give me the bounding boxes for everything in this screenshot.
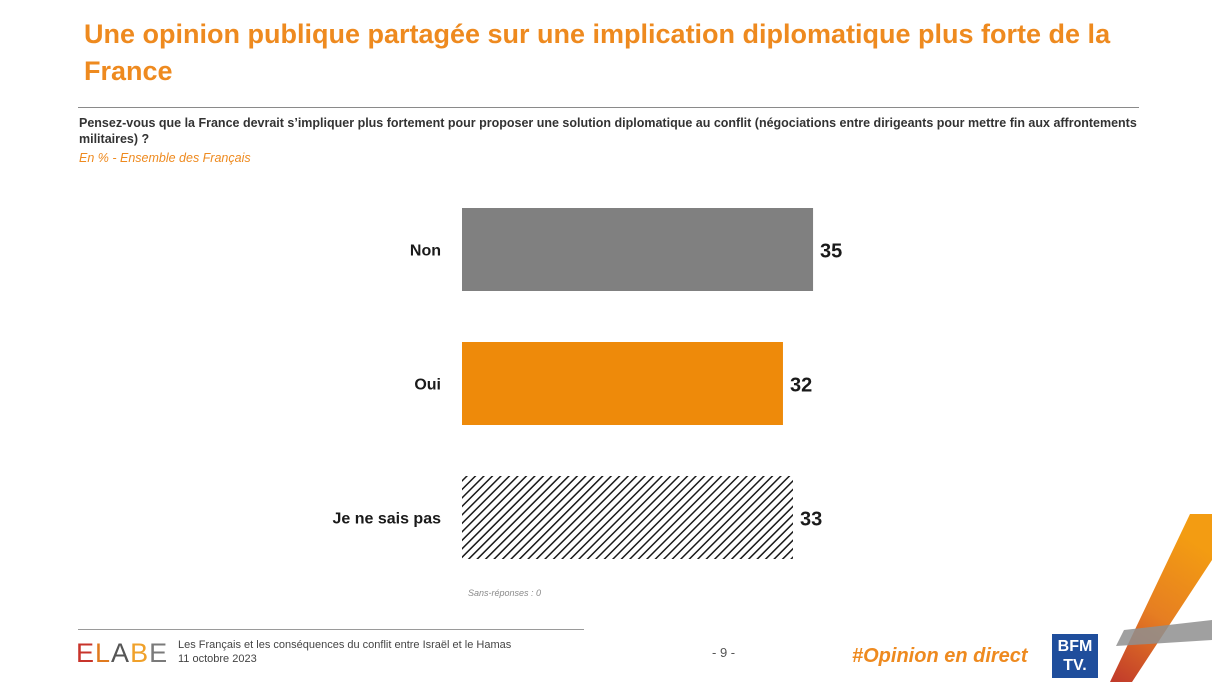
footer-study-date: 11 octobre 2023	[178, 653, 257, 665]
category-label-non: Non	[410, 243, 441, 260]
bfmtv-logo: BFM TV.	[1052, 634, 1098, 678]
hashtag: #Opinion en direct	[852, 645, 1028, 667]
bar-je-ne-sais-pas	[462, 476, 793, 559]
footer-divider	[78, 629, 584, 630]
value-label-non: 35	[820, 241, 842, 263]
no-answer-note: Sans-réponses : 0	[468, 588, 542, 598]
survey-base: En % - Ensemble des Français	[79, 151, 251, 165]
footer-study-info: Les Français et les conséquences du conf…	[178, 638, 511, 666]
decorative-a-shape-icon	[1110, 514, 1212, 682]
page-number: - 9 -	[712, 645, 736, 660]
survey-question: Pensez-vous que la France devrait s’impl…	[79, 116, 1137, 146]
elabe-logo: ELABE	[76, 638, 169, 668]
bfmtv-logo-line1: BFM	[1057, 638, 1093, 655]
bfmtv-logo-line2: TV.	[1063, 657, 1087, 674]
category-label-oui: Oui	[414, 377, 441, 394]
bar-oui	[462, 342, 783, 425]
bar-non	[462, 208, 814, 291]
category-label-je-ne-sais-pas: Je ne sais pas	[332, 511, 441, 528]
page-title: Une opinion publique partagée sur une im…	[84, 19, 1111, 86]
title-divider	[78, 107, 1139, 108]
value-label-je-ne-sais-pas: 33	[800, 509, 822, 531]
value-label-oui: 32	[790, 375, 812, 397]
footer-study-title: Les Français et les conséquences du conf…	[178, 639, 512, 651]
